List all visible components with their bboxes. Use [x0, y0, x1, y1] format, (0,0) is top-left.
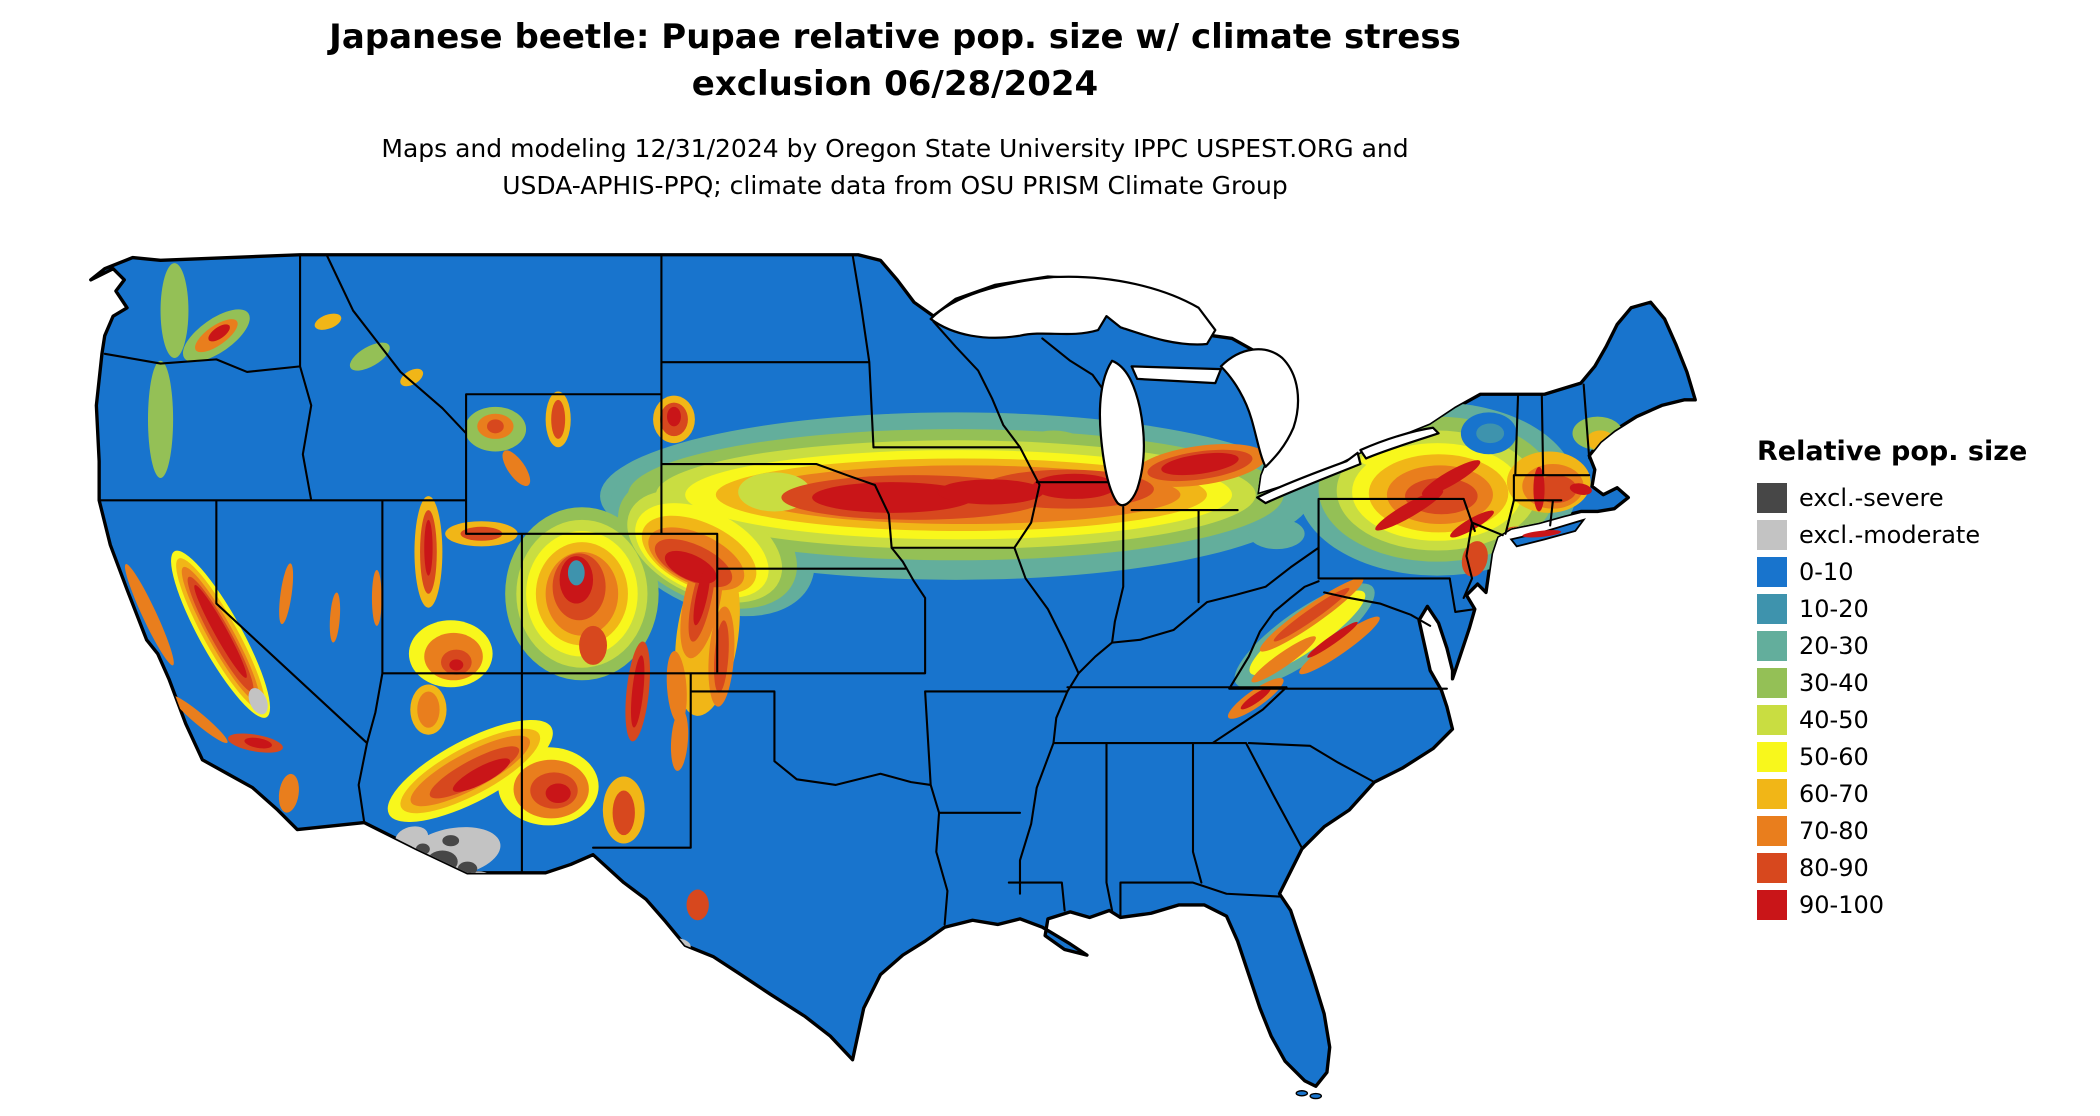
legend-item: 40-50	[1757, 701, 2087, 738]
legend-swatch	[1757, 741, 1787, 772]
lake-superior	[929, 275, 1217, 346]
legend-label: 40-50	[1799, 705, 1869, 734]
legend-swatch	[1757, 593, 1787, 624]
legend-item: 30-40	[1757, 664, 2087, 701]
us-map-svg	[89, 253, 1697, 1100]
page-subtitle: Maps and modeling 12/31/2024 by Oregon S…	[0, 130, 1790, 204]
legend-item: excl.-severe	[1757, 479, 2087, 516]
legend-item: 90-100	[1757, 886, 2087, 923]
legend-label: 10-20	[1799, 594, 1869, 623]
legend-label: 30-40	[1799, 668, 1869, 697]
subtitle-line-2: USDA-APHIS-PPQ; climate data from OSU PR…	[502, 171, 1288, 200]
lake-huron	[1219, 348, 1300, 468]
legend-swatch	[1757, 667, 1787, 698]
legend-swatch	[1757, 630, 1787, 661]
legend-swatch	[1757, 556, 1787, 587]
legend-item: 0-10	[1757, 553, 2087, 590]
florida-keys	[1309, 1092, 1323, 1100]
islands	[1295, 518, 1587, 1100]
legend-swatch	[1757, 778, 1787, 809]
legend-label: 70-80	[1799, 816, 1869, 845]
legend-swatch	[1757, 482, 1787, 513]
title-line-2: exclusion 06/28/2024	[691, 64, 1099, 104]
legend-label: 80-90	[1799, 853, 1869, 882]
legend-item: 50-60	[1757, 738, 2087, 775]
legend-label: 90-100	[1799, 890, 1885, 919]
legend-swatch	[1757, 815, 1787, 846]
us-map	[75, 238, 1725, 1110]
legend-item: excl.-moderate	[1757, 516, 2087, 553]
legend-label: 0-10	[1799, 557, 1854, 586]
long-island-heat	[1522, 530, 1562, 538]
page-title: Japanese beetle: Pupae relative pop. siz…	[0, 14, 1790, 108]
legend-title: Relative pop. size	[1757, 436, 2028, 467]
lake-erie	[1256, 451, 1362, 505]
legend: Relative pop. size excl.-severe excl.-mod…	[1757, 436, 2087, 923]
legend-swatch	[1757, 852, 1787, 883]
legend-swatch	[1757, 889, 1787, 920]
florida-keys	[1295, 1090, 1309, 1097]
legend-label: 20-30	[1799, 631, 1869, 660]
legend-label: 50-60	[1799, 742, 1869, 771]
legend-item: 80-90	[1757, 849, 2087, 886]
legend-item: 10-20	[1757, 590, 2087, 627]
great-lakes	[929, 275, 1440, 507]
lake-ontario	[1359, 426, 1440, 460]
legend-label: excl.-severe	[1799, 483, 1944, 512]
legend-label: 60-70	[1799, 779, 1869, 808]
lake-michigan	[1098, 359, 1145, 507]
legend-item: 70-80	[1757, 812, 2087, 849]
legend-swatch	[1757, 704, 1787, 735]
state-borders	[98, 253, 1591, 926]
legend-items: excl.-severe excl.-moderate 0-10 10-20 20-30…	[1757, 479, 2087, 923]
legend-swatch	[1757, 519, 1787, 550]
legend-item: 60-70	[1757, 775, 2087, 812]
legend-item: 20-30	[1757, 627, 2087, 664]
straits-of-mackinac	[1130, 365, 1223, 385]
map-base	[89, 253, 1697, 1088]
title-line-1: Japanese beetle: Pupae relative pop. siz…	[329, 17, 1461, 57]
subtitle-line-1: Maps and modeling 12/31/2024 by Oregon S…	[381, 134, 1409, 163]
legend-label: excl.-moderate	[1799, 520, 1981, 549]
